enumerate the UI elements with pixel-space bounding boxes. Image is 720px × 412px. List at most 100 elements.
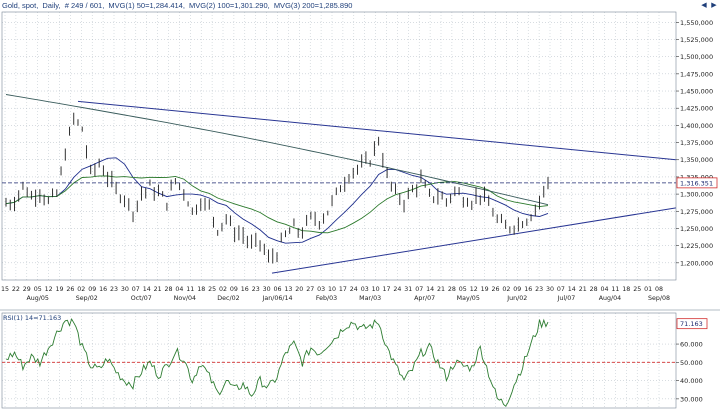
day-tick-label: 15 bbox=[1, 286, 9, 293]
day-tick-label: 03 bbox=[317, 286, 325, 293]
month-label: Aug/04 bbox=[599, 295, 621, 302]
day-tick-label: 09 bbox=[88, 286, 96, 293]
day-tick-label: 02 bbox=[502, 286, 510, 293]
price-tick-label: 1,450,000 bbox=[680, 88, 713, 96]
day-tick-label: 03 bbox=[361, 286, 369, 293]
month-label: Mar/03 bbox=[359, 295, 381, 302]
day-tick-label: 14 bbox=[568, 286, 576, 293]
day-tick-label: 17 bbox=[382, 286, 390, 293]
month-label: Jun/02 bbox=[506, 295, 527, 302]
price-tick-label: 1,300,000 bbox=[680, 191, 713, 199]
day-tick-label: 30 bbox=[546, 286, 554, 293]
price-tick-label: 1,400,000 bbox=[680, 122, 713, 130]
scroll-right-icon[interactable]: ▶ bbox=[711, 1, 717, 9]
rsi-tick-label: 50.000 bbox=[680, 359, 703, 367]
day-tick-label: 18 bbox=[197, 286, 205, 293]
mvg2-label: MVG(2) 100=1,301.290 bbox=[189, 1, 268, 10]
day-tick-label: 12 bbox=[45, 286, 53, 293]
mvg1-line bbox=[5, 157, 549, 244]
rsi-tick-label: 60.000 bbox=[680, 341, 703, 349]
day-tick-label: 19 bbox=[55, 286, 63, 293]
day-tick-label: 13 bbox=[284, 286, 292, 293]
day-tick-label: 21 bbox=[437, 286, 445, 293]
day-tick-label: 23 bbox=[110, 286, 118, 293]
month-label: Apr/07 bbox=[414, 295, 435, 302]
day-tick-label: 20 bbox=[295, 286, 303, 293]
rsi-tick-label: 40.000 bbox=[680, 377, 703, 385]
day-tick-label: 21 bbox=[154, 286, 162, 293]
day-tick-label: 28 bbox=[590, 286, 598, 293]
day-tick-label: 07 bbox=[415, 286, 423, 293]
moving-averages bbox=[5, 94, 549, 244]
chart-title-bar: Gold, spot, Daily, # 249 / 601, MVG(1) 5… bbox=[2, 1, 353, 10]
day-tick-label: 16 bbox=[241, 286, 249, 293]
rsi-line bbox=[5, 318, 549, 407]
day-tick-label: 24 bbox=[393, 286, 401, 293]
day-tick-label: 22 bbox=[12, 286, 20, 293]
day-tick-label: 11 bbox=[611, 286, 619, 293]
day-tick-label: 16 bbox=[99, 286, 107, 293]
day-tick-label: 23 bbox=[535, 286, 543, 293]
day-tick-label: 19 bbox=[481, 286, 489, 293]
rsi-panel: RSI(1) 14=71.163 60.000 50.000 40.000 30.000… bbox=[2, 314, 708, 407]
price-tick-label: 1,500,000 bbox=[680, 53, 713, 61]
price-bars bbox=[5, 112, 549, 264]
rsi-tick-label: 30.000 bbox=[680, 395, 703, 403]
bar-index: # 249 / 601 bbox=[64, 1, 103, 10]
day-tick-label: 09 bbox=[513, 286, 521, 293]
price-tick-label: 1,375,000 bbox=[680, 139, 713, 147]
day-tick-label: 14 bbox=[143, 286, 151, 293]
resistance-trendline bbox=[77, 100, 677, 161]
support-trendline bbox=[271, 207, 677, 274]
price-tick-label: 1,250,000 bbox=[680, 225, 713, 233]
rsi-panel-frame bbox=[1, 312, 677, 409]
month-label: Sep/08 bbox=[648, 295, 670, 302]
current-price-label: 1,316.351 bbox=[680, 179, 713, 187]
price-tick-label: 1,275,000 bbox=[680, 208, 713, 216]
price-tick-label: 1,225,000 bbox=[680, 242, 713, 250]
rsi-label: RSI(1) 14=71.163 bbox=[3, 314, 61, 322]
day-tick-label: 30 bbox=[263, 286, 271, 293]
interval-label: Daily bbox=[42, 1, 59, 10]
month-label: Oct/07 bbox=[131, 295, 152, 302]
day-tick-label: 04 bbox=[175, 286, 183, 293]
rsi-current-label: 71.163 bbox=[680, 320, 703, 328]
day-tick-label: 02 bbox=[219, 286, 227, 293]
day-tick-label: 24 bbox=[350, 286, 358, 293]
trendlines bbox=[77, 100, 677, 274]
grid bbox=[2, 12, 676, 408]
rsi-current-box bbox=[676, 318, 708, 330]
day-tick-label: 08 bbox=[655, 286, 663, 293]
month-label: Dec/02 bbox=[217, 295, 239, 302]
day-tick-label: 26 bbox=[491, 286, 499, 293]
day-tick-label: 30 bbox=[121, 286, 129, 293]
month-label: May/05 bbox=[457, 295, 480, 302]
instrument-name: Gold, spot bbox=[2, 1, 37, 10]
day-tick-label: 12 bbox=[470, 286, 478, 293]
mvg1-label: MVG(1) 50=1,284.414 bbox=[108, 1, 183, 10]
day-tick-label: 18 bbox=[622, 286, 630, 293]
day-tick-label: 07 bbox=[132, 286, 140, 293]
month-label: Nov/04 bbox=[174, 295, 196, 302]
day-tick-label: 16 bbox=[524, 286, 532, 293]
day-tick-label: 25 bbox=[633, 286, 641, 293]
month-label: Aug/05 bbox=[26, 295, 48, 302]
day-tick-label: 23 bbox=[252, 286, 260, 293]
month-label: Sep/02 bbox=[76, 295, 98, 302]
day-tick-label: 25 bbox=[208, 286, 216, 293]
scroll-left-icon[interactable]: ◀ bbox=[701, 1, 707, 9]
day-tick-label: 01 bbox=[644, 286, 652, 293]
day-tick-label: 26 bbox=[66, 286, 74, 293]
mvg3-label: MVG(3) 200=1,285.890 bbox=[273, 1, 353, 10]
day-tick-label: 07 bbox=[557, 286, 565, 293]
price-tick-label: 1,325,000 bbox=[680, 173, 713, 181]
price-tick-label: 1,200,000 bbox=[680, 259, 713, 267]
day-tick-label: 27 bbox=[306, 286, 314, 293]
day-tick-label: 28 bbox=[448, 286, 456, 293]
month-label: Jul/07 bbox=[556, 295, 575, 302]
day-tick-label: 21 bbox=[579, 286, 587, 293]
month-label: Jan/06/14 bbox=[262, 295, 293, 302]
mvg2-line bbox=[5, 175, 549, 234]
